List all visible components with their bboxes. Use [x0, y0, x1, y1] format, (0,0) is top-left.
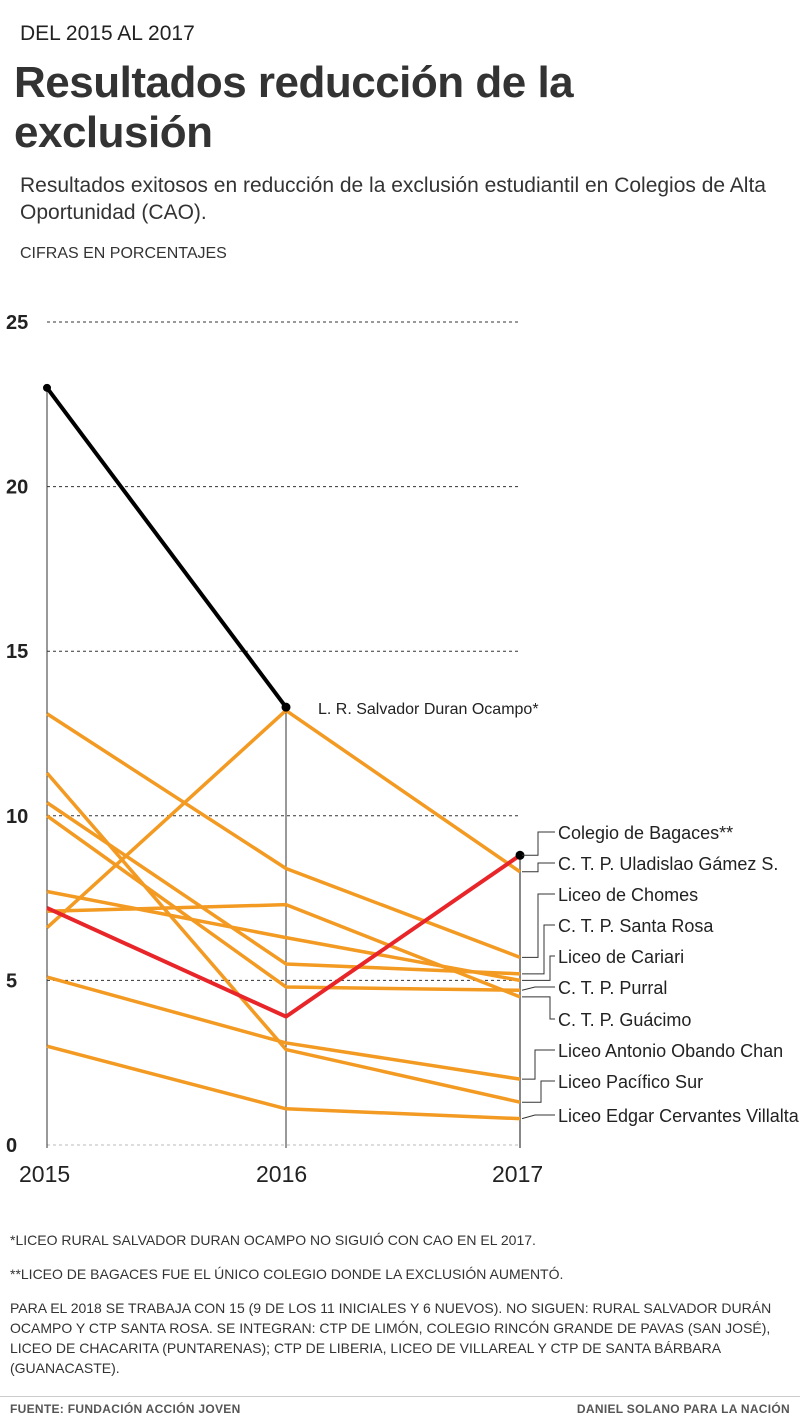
series-line: [46, 853, 522, 1019]
label-leader: [522, 1080, 555, 1103]
label-leader: [522, 924, 555, 975]
series-label: L. R. Salvador Duran Ocampo*: [318, 701, 539, 718]
y-tick-label: 5: [6, 970, 17, 992]
x-tick-label: 2016: [256, 1161, 307, 1187]
label-leader: [522, 893, 555, 958]
series-line: [45, 771, 521, 1104]
series-label: Colegio de Bagaces**: [558, 823, 733, 843]
y-tick-label: 20: [6, 477, 28, 499]
line-chart: 0 5 10 15 20 25 2015 2016 2017 L. R. Salvador Dur…: [6, 312, 800, 1187]
series-label: Liceo Edgar Cervantes Villalta: [558, 1106, 800, 1126]
data-point: [281, 702, 291, 712]
y-tick-label: 15: [6, 641, 28, 663]
x-tick-label: 2015: [19, 1161, 70, 1187]
series-label: Liceo Pacífico Sur: [558, 1072, 703, 1092]
series-label: Liceo de Cariari: [558, 947, 684, 967]
label-leader: [522, 831, 555, 856]
subtitle: Resultados exitosos en reducción de la e…: [20, 174, 766, 224]
series-line: [45, 708, 521, 930]
series-label: C. T. P. Purral: [558, 978, 667, 998]
y-tick-label: 10: [6, 806, 28, 828]
page-title: Resultados reducción de la exclusión: [14, 58, 574, 157]
series-label: Liceo Antonio Obando Chan: [558, 1041, 783, 1061]
series-line: [46, 712, 521, 959]
label-leader: [522, 955, 555, 981]
series-line: [46, 1044, 521, 1121]
data-point: [43, 383, 51, 392]
series-label: Liceo de Chomes: [558, 885, 698, 905]
label-leader: [522, 862, 555, 873]
y-tick-label: 0: [6, 1135, 17, 1157]
footnote-3: PARA EL 2018 SE TRABAJA CON 15 (9 DE LOS…: [10, 1300, 772, 1376]
label-leader: [522, 996, 555, 1020]
series-label: C. T. P. Santa Rosa: [558, 916, 714, 936]
x-tick-label: 2017: [492, 1161, 543, 1187]
kicker: DEL 2015 AL 2017: [20, 22, 195, 45]
y-tick-label: 25: [6, 312, 28, 334]
series-label: C. T. P. Guácimo: [558, 1010, 691, 1030]
label-leader: [521, 1114, 555, 1120]
source: FUENTE: FUNDACIÓN ACCIÓN JOVEN: [10, 1402, 241, 1416]
series-line: [45, 386, 288, 709]
label-leader: [522, 1049, 555, 1080]
divider: [0, 1396, 800, 1397]
footnote-1: *LICEO RURAL SALVADOR DURAN OCAMPO NO SI…: [10, 1232, 536, 1248]
series-label: C. T. P. Uladislao Gámez S.: [558, 854, 778, 874]
units-label: CIFRAS EN PORCENTAJES: [20, 245, 227, 262]
series-line: [46, 801, 521, 976]
data-point: [515, 850, 525, 860]
label-leader: [521, 986, 555, 991]
footnote-2: **LICEO DE BAGACES FUE EL ÚNICO COLEGIO …: [10, 1266, 564, 1282]
series-line: [46, 975, 521, 1081]
series-line: [45, 814, 521, 993]
series-line: [46, 902, 521, 999]
credit: DANIEL SOLANO PARA LA NACIÓN: [576, 1402, 790, 1416]
